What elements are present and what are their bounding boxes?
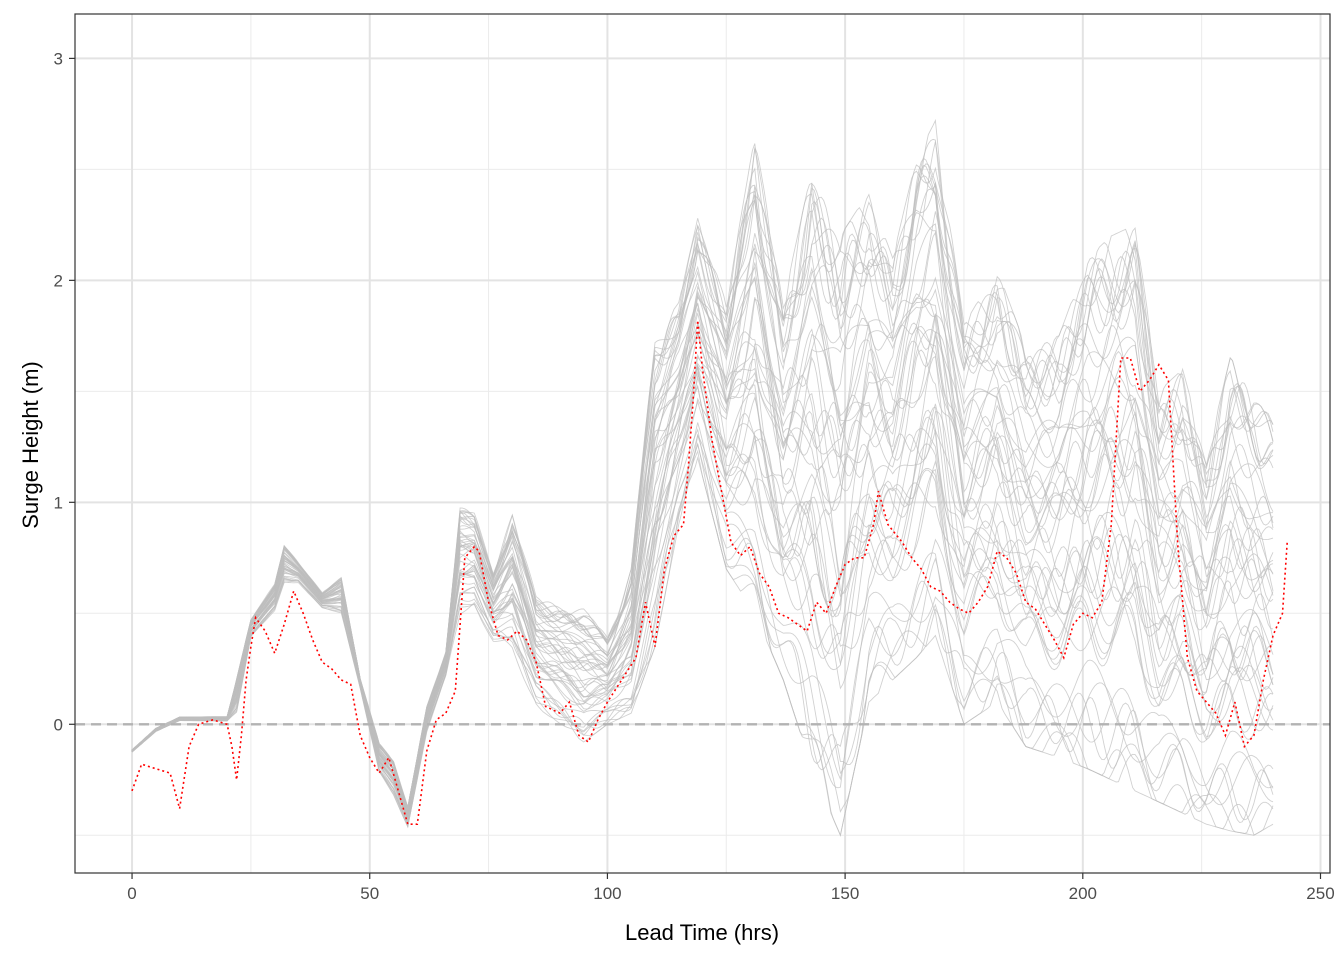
panel-border xyxy=(74,13,1331,874)
ensemble-member-line xyxy=(131,262,1274,813)
x-tick-label: 50 xyxy=(360,884,379,903)
x-tick-label: 0 xyxy=(127,884,136,903)
ensemble-member-line xyxy=(131,449,1274,837)
axis-layer: 0 50 100 150 200 250 0 1 2 3 xyxy=(54,49,1335,903)
ensemble-member-line xyxy=(131,143,1274,808)
x-tick-label: 250 xyxy=(1306,884,1334,903)
ensemble-member-line xyxy=(131,363,1274,821)
x-tick-label: 150 xyxy=(831,884,859,903)
x-tick-label: 200 xyxy=(1069,884,1097,903)
ensemble-layer xyxy=(131,118,1274,837)
x-axis-title: Lead Time (hrs) xyxy=(625,920,779,945)
ensemble-member-line xyxy=(131,376,1274,823)
y-tick-label: 2 xyxy=(54,271,63,290)
ensemble-member-line xyxy=(131,164,1274,810)
ensemble-member-line xyxy=(131,321,1274,816)
ensemble-member-line xyxy=(131,399,1274,822)
ensemble-member-line xyxy=(131,433,1274,826)
y-axis-title: Surge Height (m) xyxy=(18,361,43,529)
y-tick-label: 0 xyxy=(54,715,63,734)
ensemble-member-line xyxy=(131,223,1274,814)
x-tick-label: 100 xyxy=(593,884,621,903)
y-tick-label: 3 xyxy=(54,49,63,68)
ensemble-member-line xyxy=(131,278,1274,812)
y-tick-label: 1 xyxy=(54,493,63,512)
